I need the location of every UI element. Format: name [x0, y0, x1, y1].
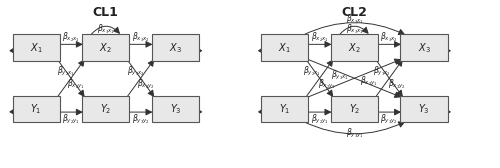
FancyBboxPatch shape: [82, 34, 130, 61]
Text: $\beta_{x_3x_2}$: $\beta_{x_3x_2}$: [132, 30, 150, 44]
Text: $\beta_{y_2x_1}$: $\beta_{y_2x_1}$: [303, 65, 321, 78]
Text: $\beta_{y_2x_1}$: $\beta_{y_2x_1}$: [57, 65, 75, 78]
FancyBboxPatch shape: [12, 34, 60, 61]
Text: $\beta_{y_3x_2}$: $\beta_{y_3x_2}$: [373, 65, 390, 78]
FancyBboxPatch shape: [261, 96, 308, 122]
FancyBboxPatch shape: [261, 34, 308, 61]
Text: $Y_1$: $Y_1$: [279, 102, 290, 116]
FancyBboxPatch shape: [331, 34, 378, 61]
Text: $\beta_{y_3y_2}$: $\beta_{y_3y_2}$: [380, 113, 398, 126]
Text: $\beta_{x_3x_1}$: $\beta_{x_3x_1}$: [346, 23, 364, 36]
Text: $\beta_{x_2x_1}$: $\beta_{x_2x_1}$: [62, 30, 80, 44]
Text: $\beta_{x_3x_2}$: $\beta_{x_3x_2}$: [380, 30, 398, 44]
Text: $\beta_{x_3x_1}$: $\beta_{x_3x_1}$: [97, 23, 114, 36]
Text: $X_1$: $X_1$: [278, 41, 291, 55]
Text: $Y_3$: $Y_3$: [418, 102, 430, 116]
Text: $\beta_{x_3y_2}$: $\beta_{x_3y_2}$: [136, 78, 154, 91]
FancyBboxPatch shape: [331, 96, 378, 122]
Text: $\beta_{x_3x_1}$: $\beta_{x_3x_1}$: [346, 13, 364, 26]
FancyBboxPatch shape: [400, 96, 448, 122]
Text: CL2: CL2: [342, 6, 367, 19]
FancyBboxPatch shape: [82, 96, 130, 122]
Text: $\beta_{y_3x_1}$: $\beta_{y_3x_1}$: [330, 68, 348, 81]
FancyBboxPatch shape: [152, 34, 199, 61]
Text: CL1: CL1: [93, 6, 118, 19]
Text: $X_2$: $X_2$: [348, 41, 360, 55]
Text: $X_2$: $X_2$: [100, 41, 112, 55]
Text: $X_3$: $X_3$: [418, 41, 430, 55]
Text: $Y_2$: $Y_2$: [100, 102, 112, 116]
Text: $\beta_{x_2x_1}$: $\beta_{x_2x_1}$: [310, 30, 328, 44]
FancyBboxPatch shape: [400, 34, 448, 61]
Text: $\beta_{y_2y_1}$: $\beta_{y_2y_1}$: [62, 113, 80, 126]
Text: $\beta_{x_2y_1}$: $\beta_{x_2y_1}$: [318, 78, 336, 91]
Text: $Y_1$: $Y_1$: [30, 102, 42, 116]
Text: $Y_3$: $Y_3$: [170, 102, 181, 116]
Text: $\beta_{y_2y_1}$: $\beta_{y_2y_1}$: [310, 113, 328, 126]
Text: $\beta_{y_3y_1}$: $\beta_{y_3y_1}$: [346, 127, 364, 140]
Text: $X_1$: $X_1$: [30, 41, 42, 55]
Text: $\beta_{y_3y_2}$: $\beta_{y_3y_2}$: [132, 113, 150, 126]
Text: $\beta_{x_2y_1}$: $\beta_{x_2y_1}$: [67, 78, 85, 91]
FancyBboxPatch shape: [12, 96, 60, 122]
Text: $Y_2$: $Y_2$: [348, 102, 360, 116]
FancyBboxPatch shape: [152, 96, 199, 122]
Text: $X_3$: $X_3$: [169, 41, 182, 55]
Text: $\beta_{x_3y_2}$: $\beta_{x_3y_2}$: [388, 78, 406, 91]
Text: $\beta_{x_3y_1}$: $\beta_{x_3y_1}$: [360, 75, 378, 88]
Text: $\beta_{y_3x_2}$: $\beta_{y_3x_2}$: [127, 65, 144, 78]
